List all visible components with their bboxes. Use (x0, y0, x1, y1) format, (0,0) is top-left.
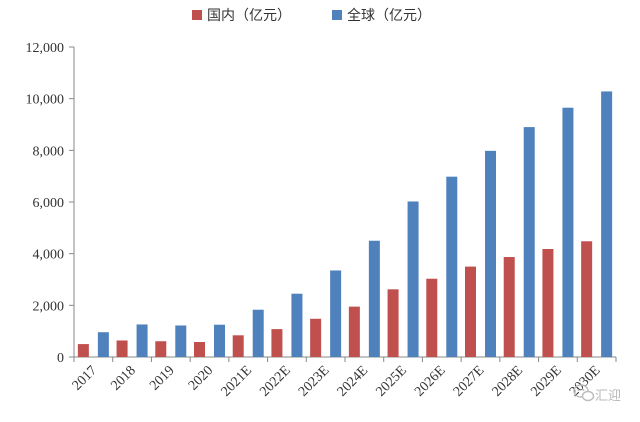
bar-global (97, 332, 109, 357)
bar-global (175, 325, 187, 357)
bar-global (446, 176, 458, 357)
x-tick-label: 2024E (335, 363, 371, 399)
x-tick-label: 2017 (70, 363, 100, 393)
bar-domestic (465, 266, 476, 357)
watermark: 汇迎 (573, 384, 621, 404)
bar-domestic (155, 341, 167, 357)
bar-global (601, 91, 613, 357)
legend-swatch (332, 10, 342, 20)
bar-domestic (426, 278, 438, 357)
x-tick-label: 2029E (528, 363, 564, 399)
bar-domestic (387, 289, 399, 357)
y-tick-label: 10,000 (26, 93, 65, 108)
y-axis: 0 2,000 4,000 6,000 8,000 10,000 12,000 (26, 41, 75, 366)
bar-global (291, 293, 303, 357)
bar-global (252, 309, 264, 357)
bar-domestic (542, 249, 554, 357)
y-tick-label: 12,000 (26, 41, 65, 56)
bar-global (485, 150, 496, 357)
x-tick-label: 2028E (490, 363, 526, 399)
wechat-logo-icon (573, 384, 595, 402)
x-tick-label: 2022E (257, 363, 293, 399)
y-tick-label: 6,000 (33, 196, 65, 211)
bar-global (136, 324, 148, 357)
x-axis: 2017 2018 2019 2020 2021E 2022E 2023E 2024E 2025… (70, 356, 617, 400)
bar-domestic (310, 318, 322, 357)
bars (77, 91, 613, 357)
bar-domestic (581, 241, 593, 357)
watermark-text: 汇迎 (595, 389, 621, 404)
bar-domestic (232, 335, 244, 357)
x-tick-label: 2018 (108, 363, 138, 393)
legend: 国内（亿元） 全球（亿元） (192, 7, 431, 24)
y-tick-label: 8,000 (33, 144, 65, 159)
x-tick-label: 2021E (219, 363, 255, 399)
legend-label: 全球（亿元） (347, 7, 431, 24)
bar-domestic (77, 344, 89, 357)
y-tick-label: 2,000 (33, 299, 65, 314)
x-tick-label: 2019 (147, 363, 177, 393)
bar-global (562, 107, 574, 357)
bar-global (214, 324, 225, 357)
x-tick-label: 2026E (412, 363, 448, 399)
bar-domestic (348, 306, 360, 357)
x-tick-label: 2027E (451, 363, 487, 399)
legend-label: 国内（亿元） (207, 8, 291, 24)
bar-global (523, 127, 535, 357)
bar-domestic (194, 342, 205, 357)
y-tick-label: 4,000 (33, 248, 65, 263)
x-tick-label: 2020 (186, 363, 216, 393)
bar-domestic (503, 257, 515, 357)
x-tick-label: 2023E (296, 363, 332, 399)
legend-swatch (192, 10, 202, 20)
bar-global (368, 240, 380, 357)
bar-global (330, 270, 342, 357)
bar-domestic (116, 340, 128, 357)
y-tick-label: 0 (57, 351, 64, 366)
bar-global (407, 201, 419, 357)
x-tick-label: 2025E (373, 363, 409, 399)
bar-domestic (271, 329, 283, 357)
